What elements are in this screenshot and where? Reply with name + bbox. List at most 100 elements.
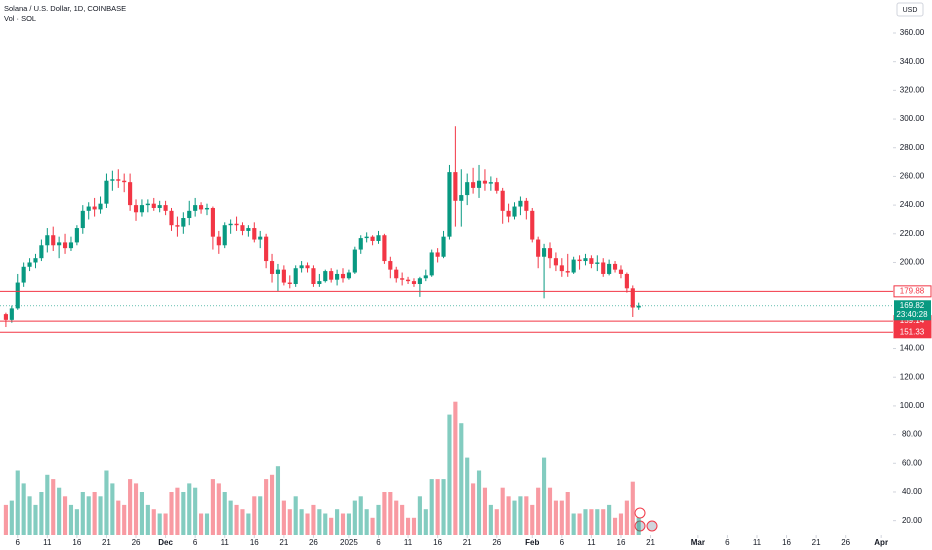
- volume-bar: [524, 496, 529, 535]
- volume-bar: [571, 513, 576, 535]
- candle-body: [358, 238, 363, 250]
- event-icon[interactable]: [634, 507, 646, 519]
- volume-bar: [441, 479, 446, 535]
- candle-body: [382, 235, 387, 262]
- candle-body: [364, 236, 369, 239]
- x-tick-label: 2025: [340, 538, 358, 547]
- level-label: 179.88: [900, 286, 925, 295]
- candle-body: [193, 205, 198, 211]
- candle-body: [376, 235, 381, 241]
- volume-bar: [453, 401, 458, 535]
- candle-body: [139, 205, 145, 213]
- volume-bar: [39, 492, 44, 535]
- x-tick-label: 21: [812, 538, 821, 547]
- candle-body: [589, 258, 594, 264]
- candle-body: [577, 259, 582, 262]
- candle-body: [323, 271, 328, 282]
- y-tick-label: 300.00: [900, 114, 925, 123]
- candle-body: [441, 236, 446, 257]
- volume-bar: [417, 496, 422, 535]
- volume-bar: [68, 504, 74, 535]
- candle-body: [86, 206, 91, 211]
- volume-bar: [92, 492, 97, 535]
- y-tick-label: 360.00: [900, 28, 925, 37]
- volume-bar: [293, 496, 298, 535]
- candle-body: [329, 271, 334, 280]
- x-tick-label: 26: [841, 538, 850, 547]
- candle-body: [524, 200, 529, 211]
- candle-body: [15, 282, 20, 309]
- candle-body: [565, 271, 570, 273]
- candle-body: [607, 263, 612, 274]
- y-tick-label: 320.00: [900, 85, 925, 94]
- candle-body: [618, 269, 624, 274]
- volume-legend: Vol · SOL: [4, 14, 36, 23]
- volume-bar: [157, 513, 162, 535]
- x-tick-label: 21: [279, 538, 288, 547]
- candle-body: [518, 200, 523, 207]
- currency-label[interactable]: USD: [903, 7, 918, 14]
- y-tick-label: 40.00: [902, 487, 923, 496]
- candle-body: [465, 182, 470, 196]
- candle-body: [128, 182, 133, 206]
- candle-body: [317, 281, 322, 284]
- volume-bar: [122, 504, 127, 535]
- candle-body: [630, 288, 635, 308]
- candle-body: [116, 179, 121, 181]
- y-tick-label: 240.00: [900, 200, 925, 209]
- volume-bar: [429, 479, 434, 535]
- x-tick-label: 21: [646, 538, 655, 547]
- candle-body: [57, 242, 62, 246]
- x-tick-label: 16: [72, 538, 81, 547]
- y-tick-label: 200.00: [900, 258, 925, 267]
- volume-bar: [518, 496, 523, 535]
- x-tick-label: 16: [433, 538, 442, 547]
- x-tick-label: Feb: [525, 538, 539, 547]
- currency-button[interactable]: [896, 2, 924, 17]
- volume-bar: [346, 513, 351, 535]
- current-price-label: 169.82: [900, 301, 925, 310]
- candle-body: [275, 269, 281, 274]
- volume-bar: [471, 483, 476, 535]
- candle-body: [3, 314, 8, 320]
- volume-bar: [364, 509, 369, 535]
- candle-body: [98, 203, 103, 210]
- volume-bar: [577, 513, 582, 535]
- candle-body: [500, 190, 505, 211]
- candle-body: [252, 228, 257, 240]
- volume-bar: [376, 504, 381, 535]
- candle-body: [281, 269, 286, 283]
- volume-bar: [116, 500, 121, 535]
- y-tick-label: 280.00: [900, 143, 925, 152]
- x-tick-label: 21: [463, 538, 472, 547]
- volume-bar: [565, 492, 570, 535]
- candle-body: [471, 182, 476, 188]
- volume-bar: [193, 487, 198, 535]
- volume-bar: [45, 474, 50, 535]
- x-tick-label: 6: [376, 538, 381, 547]
- x-tick-label: Mar: [691, 538, 705, 547]
- candle-body: [595, 262, 600, 264]
- volume-bar: [317, 509, 322, 535]
- candle-body: [187, 210, 192, 219]
- event-icon[interactable]: [646, 520, 658, 532]
- x-tick-label: 21: [102, 538, 111, 547]
- candle-body: [553, 258, 558, 266]
- candle-body: [234, 223, 239, 226]
- candle-body: [506, 210, 511, 217]
- volume-bar: [405, 517, 411, 535]
- candle-body: [482, 180, 488, 184]
- volume-bar: [335, 509, 340, 535]
- volume-bar: [394, 500, 399, 535]
- candle-body: [27, 262, 32, 267]
- volume-bar: [228, 500, 233, 535]
- volume-bar: [358, 496, 363, 535]
- volume-bar: [175, 487, 180, 535]
- volume-bar: [447, 414, 452, 535]
- volume-bar: [204, 513, 210, 535]
- volume-bar: [488, 504, 493, 535]
- candle-body: [305, 265, 310, 269]
- volume-bar: [612, 517, 618, 535]
- volume-bar: [589, 509, 594, 535]
- candle-body: [62, 242, 68, 249]
